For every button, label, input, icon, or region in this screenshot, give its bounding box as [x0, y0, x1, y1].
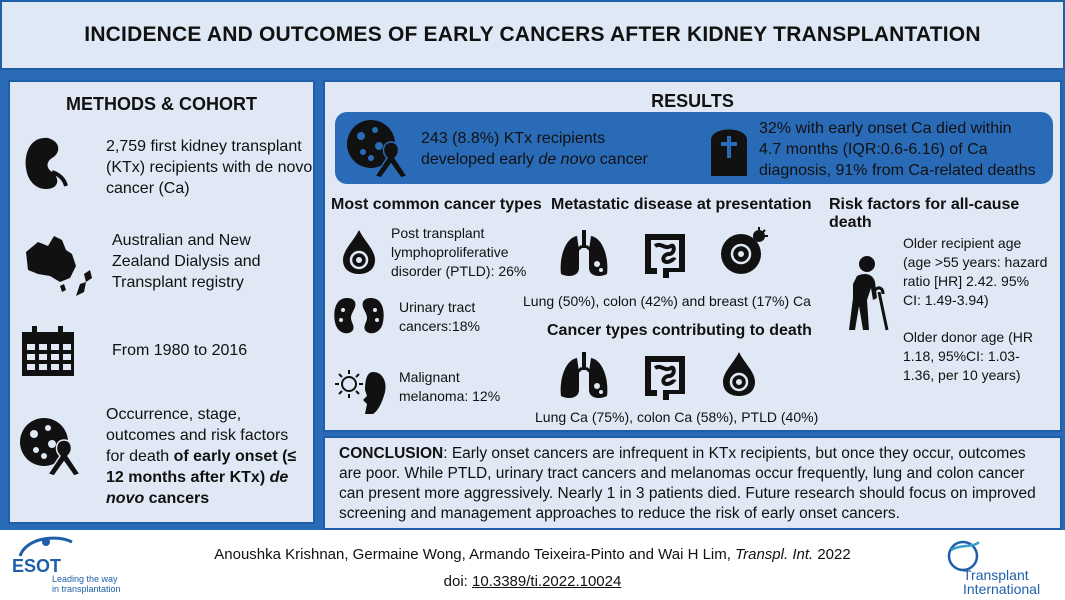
methods-item-2: Australian and New Zealand Dialysis and … — [112, 230, 261, 293]
methods-item-3-line-1: From 1980 to 2016 — [112, 342, 248, 359]
methods-item-4-end: cancers — [144, 490, 210, 507]
banner-right-line-3: diagnosis, 91% from Ca-related deaths — [759, 162, 1036, 179]
blood-drop-icon — [723, 352, 755, 396]
banner-left-line-2-a: developed early — [421, 151, 539, 168]
transplant-international-icon — [947, 540, 980, 572]
methods-item-1-line-2: (KTx) recipients with de novo — [106, 159, 313, 176]
col2-heading-2: Cancer types contributing to death — [547, 322, 812, 339]
methods-item-4-line-3: for death of early onset (≤ 12 months af… — [106, 446, 313, 509]
methods-panel: METHODS & COHORT 2,759 first kidney tran… — [8, 80, 315, 524]
col3-text-2: Older donor age (HR 1.18, 95%CI: 1.03- 1… — [903, 328, 1033, 385]
methods-item-1-line-3: cancer (Ca) — [106, 180, 190, 197]
col2-caption: Lung (50%), colon (42%) and breast (17%)… — [523, 293, 811, 309]
sun-face-icon — [335, 370, 386, 414]
citation-journal: Transpl. Int. — [735, 546, 814, 563]
citation-authors: Anoushka Krishnan, Germaine Wong, Armand… — [214, 546, 736, 563]
methods-item-4-text-a: for death — [106, 448, 174, 465]
doi: doi: 10.3389/ti.2022.10024 — [0, 573, 1065, 590]
results-panel: RESULTS 243 (8.8%) KTx recipients develo… — [323, 80, 1062, 432]
col1-item-1-line-2: lymphoproliferative — [391, 244, 509, 260]
methods-item-4: Occurrence, stage, outcomes and risk fac… — [106, 404, 313, 509]
esot-tag-line-1: Leading the way — [52, 574, 118, 584]
conclusion-panel: CONCLUSION: Early onset cancers are infr… — [323, 436, 1062, 530]
citation-year: 2022 — [813, 546, 851, 563]
esot-name: ESOT — [12, 556, 62, 576]
methods-item-4-line-1: Occurrence, stage, — [106, 406, 242, 423]
calendar-icon — [22, 326, 74, 376]
citation: Anoushka Krishnan, Germaine Wong, Armand… — [0, 546, 1065, 563]
col3-text-1-line-1: Older recipient age — [903, 235, 1022, 251]
lungs-icon — [560, 230, 608, 276]
banner-left-line-2: developed early de novo cancer — [421, 149, 648, 170]
page-title: INCIDENCE AND OUTCOMES OF EARLY CANCERS … — [84, 23, 981, 46]
col3-text-2-line-2: 1.18, 95%CI: 1.03- — [903, 348, 1020, 364]
transplant-international-logo: Transplant International — [945, 538, 1060, 598]
col1-item-3-line-2: melanoma: 12% — [399, 388, 501, 404]
esot-tag-line-2: in transplantation — [52, 584, 121, 594]
doi-label: doi: — [443, 573, 473, 590]
col2-heading: Metastatic disease at presentation — [551, 196, 812, 213]
kidney-icon — [25, 137, 68, 190]
breast-cancer-icon — [721, 227, 768, 274]
col1-item-3: Malignant melanoma: 12% — [399, 368, 500, 406]
methods-item-2-line-2: Zealand Dialysis and — [112, 253, 261, 270]
methods-item-2-line-1: Australian and New — [112, 232, 251, 249]
blood-drop-icon — [343, 230, 375, 274]
journal-name-line-2: International — [963, 581, 1041, 597]
col1-heading: Most common cancer types — [331, 196, 542, 213]
col3-text-1-line-4: CI: 1.49-3.94) — [903, 292, 989, 308]
journal-name-line-1: Transplant — [963, 567, 1029, 583]
doi-link[interactable]: 10.3389/ti.2022.10024 — [472, 573, 622, 590]
methods-item-4-bold: of early onset (≤ 12 months after KTx) — [106, 448, 297, 486]
col3-text-2-line-3: 1.36, per 10 years) — [903, 367, 1021, 383]
col3-text-1-line-3: ratio [HR] 2.42. 95% — [903, 273, 1030, 289]
lungs-icon — [560, 352, 608, 398]
methods-item-1-line-1: 2,759 first kidney transplant — [106, 138, 302, 155]
col1-item-2-line-1: Urinary tract — [399, 299, 476, 315]
banner-left-line-2-b: cancer — [595, 151, 648, 168]
methods-item-4-italic: de novo — [106, 469, 289, 507]
col1-item-1-line-3: disorder (PTLD): 26% — [391, 263, 527, 279]
col1-item-3-line-1: Malignant — [399, 369, 460, 385]
esot-logo: ESOT Leading the way in transplantation — [12, 534, 122, 598]
col3-text-1: Older recipient age (age >55 years: haza… — [903, 234, 1047, 310]
results-heading: RESULTS — [651, 91, 734, 111]
col3-text-1-line-2: (age >55 years: hazard — [903, 254, 1048, 270]
col1-item-1-line-1: Post transplant — [391, 225, 485, 241]
methods-item-2-line-3: Transplant registry — [112, 274, 244, 291]
australia-nz-map-icon — [26, 236, 92, 296]
kidneys-icon — [334, 298, 384, 334]
banner-right-line-1: 32% with early onset Ca died within — [759, 120, 1012, 137]
cancer-cell-ribbon-icon — [347, 120, 409, 179]
banner-right-line-2: 4.7 months (IQR:0.6-6.16) of Ca — [759, 141, 988, 158]
banner-left-line-2-italic: de novo — [538, 151, 596, 168]
banner-right-text: 32% with early onset Ca died within 4.7 … — [759, 118, 1036, 181]
elderly-person-icon — [849, 256, 889, 331]
col3-text-2-line-1: Older donor age (HR — [903, 329, 1033, 345]
tombstone-cross-icon — [711, 129, 747, 176]
cancer-cell-ribbon-icon — [20, 418, 82, 477]
colon-icon — [645, 234, 685, 278]
col1-item-2: Urinary tract cancers:18% — [399, 298, 480, 336]
esot-tagline: Leading the way in transplantation — [52, 574, 121, 594]
conclusion-label: CONCLUSION — [339, 445, 444, 462]
title-bar: INCIDENCE AND OUTCOMES OF EARLY CANCERS … — [0, 0, 1065, 70]
footer: ESOT Leading the way in transplantation … — [0, 530, 1065, 600]
esot-logo-icon — [18, 536, 73, 557]
col1-item-2-line-2: cancers:18% — [399, 318, 480, 334]
methods-item-1: 2,759 first kidney transplant (KTx) reci… — [106, 136, 312, 199]
col2-caption-2: Lung Ca (75%), colon Ca (58%), PTLD (40%… — [535, 409, 819, 425]
results-banner: 243 (8.8%) KTx recipients developed earl… — [335, 112, 1053, 184]
journal-name: Transplant International — [963, 568, 1040, 596]
methods-item-4-line-2: outcomes and risk factors — [106, 427, 289, 444]
conclusion-text: : Early onset cancers are infrequent in … — [339, 445, 1036, 522]
colon-icon — [645, 356, 685, 400]
col3-heading: Risk factors for all-cause death — [829, 196, 1020, 231]
methods-heading: METHODS & COHORT — [66, 94, 257, 114]
col1-item-1: Post transplant lymphoproliferative diso… — [391, 224, 526, 281]
banner-left-line-1: 243 (8.8%) KTx recipients — [421, 130, 606, 147]
banner-left-text: 243 (8.8%) KTx recipients developed earl… — [421, 128, 648, 170]
methods-item-3: From 1980 to 2016 — [112, 340, 247, 361]
